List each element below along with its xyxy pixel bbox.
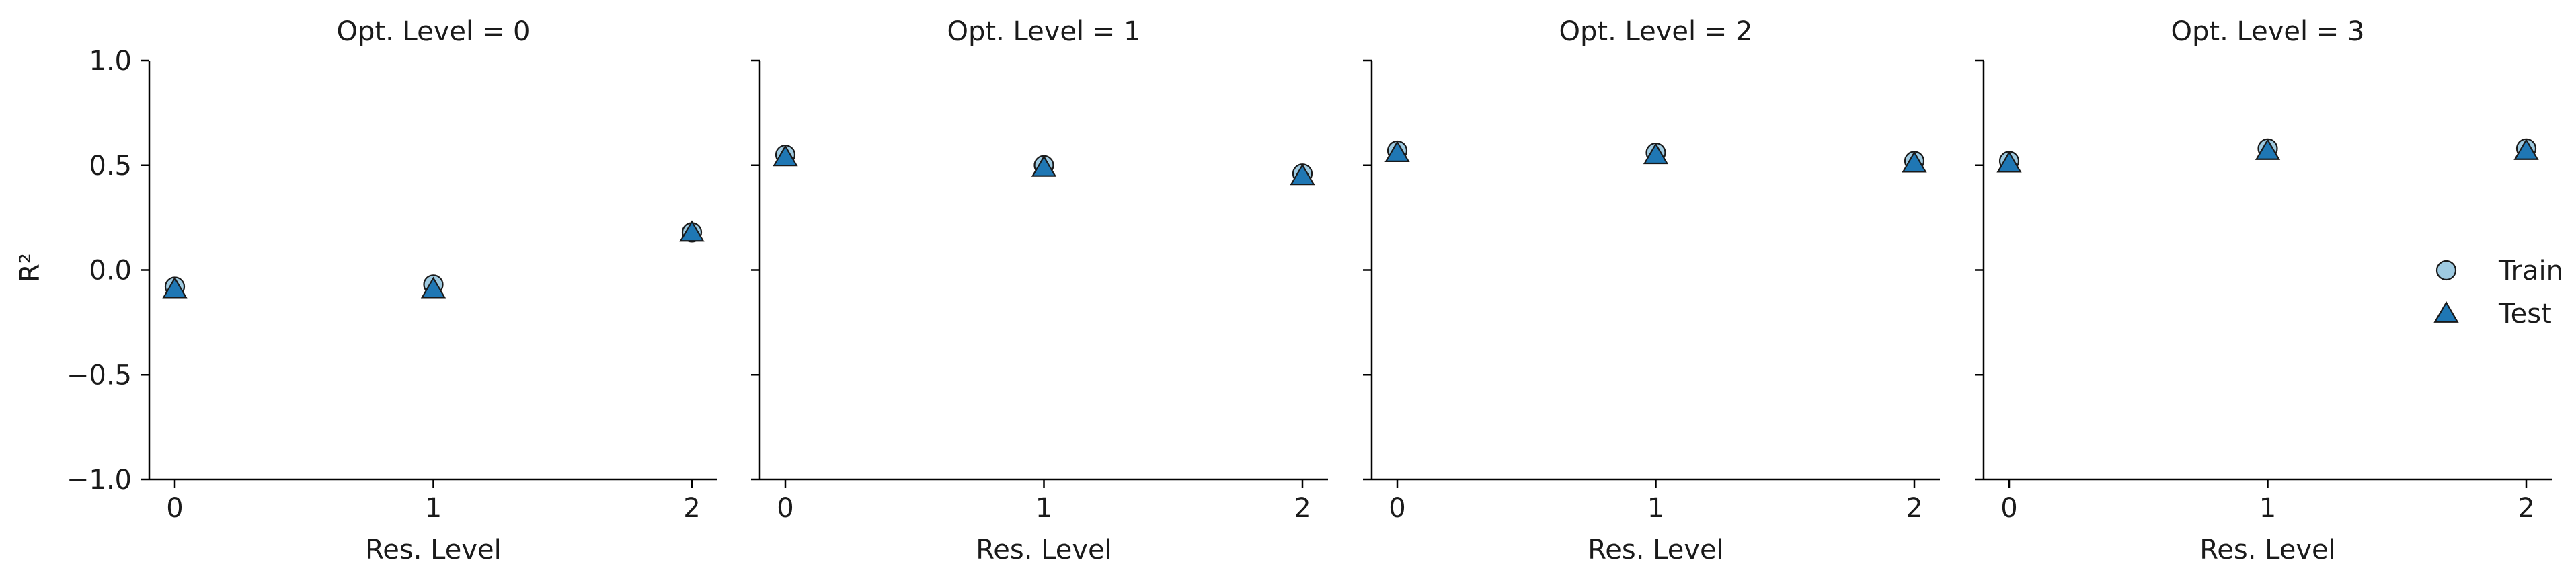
panels-group: Opt. Level = 0 1.0 0.5 0.0 −0.5 −1.0 0 1 2 Res. L…: [67, 16, 2552, 566]
panel-opt-level-3: Opt. Level = 3 0 1 2 Res. Level: [1975, 16, 2552, 566]
x-tick-label: 2: [683, 493, 700, 524]
y-tick-label: 1.0: [89, 46, 132, 77]
test-point: [420, 276, 446, 299]
y-tick-label: −1.0: [67, 465, 132, 496]
test-point: [1031, 155, 1057, 177]
panel-title: Opt. Level = 3: [2171, 16, 2365, 47]
x-axis-label: Res. Level: [2199, 535, 2335, 566]
y-tick-label: 0.0: [89, 256, 132, 286]
y-axis-label: R²: [15, 253, 46, 282]
x-axis-label: Res. Level: [976, 535, 1111, 566]
test-point: [1996, 151, 2022, 173]
test-point: [773, 145, 798, 167]
x-tick-label: 0: [2000, 493, 2017, 524]
panel-title: Opt. Level = 2: [1559, 16, 1753, 47]
x-tick-label: 1: [425, 493, 442, 524]
test-point: [1290, 163, 1315, 186]
x-axis-label: Res. Level: [1588, 535, 1723, 566]
x-tick-label: 1: [1036, 493, 1052, 524]
x-tick-label: 2: [1906, 493, 1922, 524]
x-tick-label: 0: [166, 493, 183, 524]
panel-opt-level-1: Opt. Level = 1 0 1 2 Res. Level: [751, 16, 1328, 566]
test-point: [679, 220, 705, 242]
test-point: [2255, 138, 2281, 160]
x-axis-label: Res. Level: [365, 535, 501, 566]
x-tick-label: 1: [2259, 493, 2276, 524]
panel-title: Opt. Level = 1: [947, 16, 1141, 47]
panel-opt-level-0: Opt. Level = 0 1.0 0.5 0.0 −0.5 −1.0 0 1 2 Res. L…: [67, 16, 717, 566]
x-tick-label: 1: [1647, 493, 1664, 524]
legend-label-train: Train: [2498, 256, 2563, 286]
legend-train-marker: [2435, 260, 2457, 281]
panel-title: Opt. Level = 0: [337, 16, 531, 47]
x-tick-label: 2: [2518, 493, 2534, 524]
x-tick-label: 0: [1389, 493, 1405, 524]
test-point: [2513, 138, 2539, 160]
legend: Train Test: [2433, 256, 2563, 329]
x-tick-label: 0: [777, 493, 793, 524]
legend-test-marker: [2433, 301, 2459, 323]
test-point: [1384, 140, 1410, 162]
test-point: [1643, 143, 1669, 165]
test-point: [162, 276, 188, 299]
legend-label-test: Test: [2498, 299, 2552, 329]
x-tick-label: 2: [1294, 493, 1311, 524]
y-tick-label: −0.5: [67, 360, 132, 391]
test-point: [1902, 151, 1927, 173]
panel-opt-level-2: Opt. Level = 2 0 1 2 Res. Level: [1363, 16, 1940, 566]
y-tick-label: 0.5: [89, 151, 132, 182]
